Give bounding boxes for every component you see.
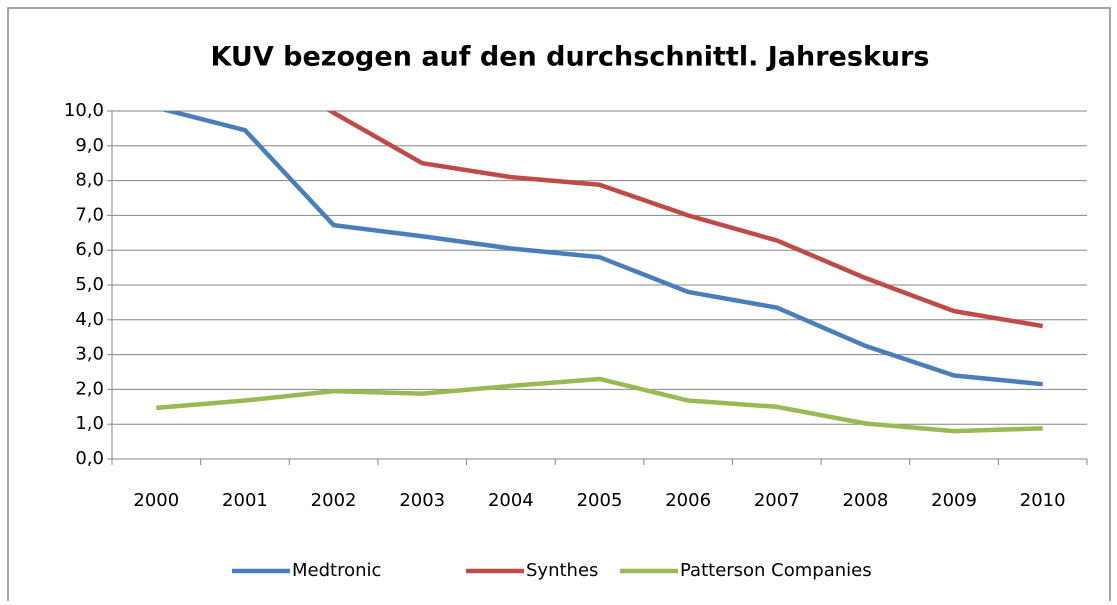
y-tick-label: 0,0 <box>75 448 104 469</box>
x-tick-label: 2007 <box>754 490 800 511</box>
legend-label: Medtronic <box>292 560 381 581</box>
x-tick-label: 2002 <box>311 490 357 511</box>
x-tick-label: 2006 <box>665 490 711 511</box>
x-tick-label: 2008 <box>843 490 889 511</box>
x-tick-label: 2010 <box>1020 490 1066 511</box>
chart-frame <box>7 7 1111 605</box>
y-tick-label: 6,0 <box>75 239 104 260</box>
y-tick-label: 5,0 <box>75 274 104 295</box>
x-tick-label: 2005 <box>577 490 623 511</box>
series-line <box>326 111 1044 329</box>
x-tick-label: 2001 <box>222 490 268 511</box>
x-tick-label: 2003 <box>399 490 445 511</box>
y-tick-label: 4,0 <box>75 309 104 330</box>
x-tick-label: 2004 <box>488 490 534 511</box>
legend-label: Synthes <box>526 560 598 581</box>
y-tick-label: 8,0 <box>75 170 104 191</box>
y-tick-label: 10,0 <box>64 100 104 121</box>
y-tick-label: 3,0 <box>75 344 104 365</box>
y-tick-label: 7,0 <box>75 204 104 225</box>
x-tick-label: 2009 <box>931 490 977 511</box>
y-tick-label: 9,0 <box>75 135 104 156</box>
chart-title: KUV bezogen auf den durchschnittl. Jahre… <box>210 42 929 73</box>
x-tick-label: 2000 <box>133 490 179 511</box>
y-tick-label: 1,0 <box>75 413 104 434</box>
series-line <box>156 376 1043 434</box>
legend-label: Patterson Companies <box>680 560 872 581</box>
series-line <box>160 111 1043 387</box>
y-tick-label: 2,0 <box>75 378 104 399</box>
